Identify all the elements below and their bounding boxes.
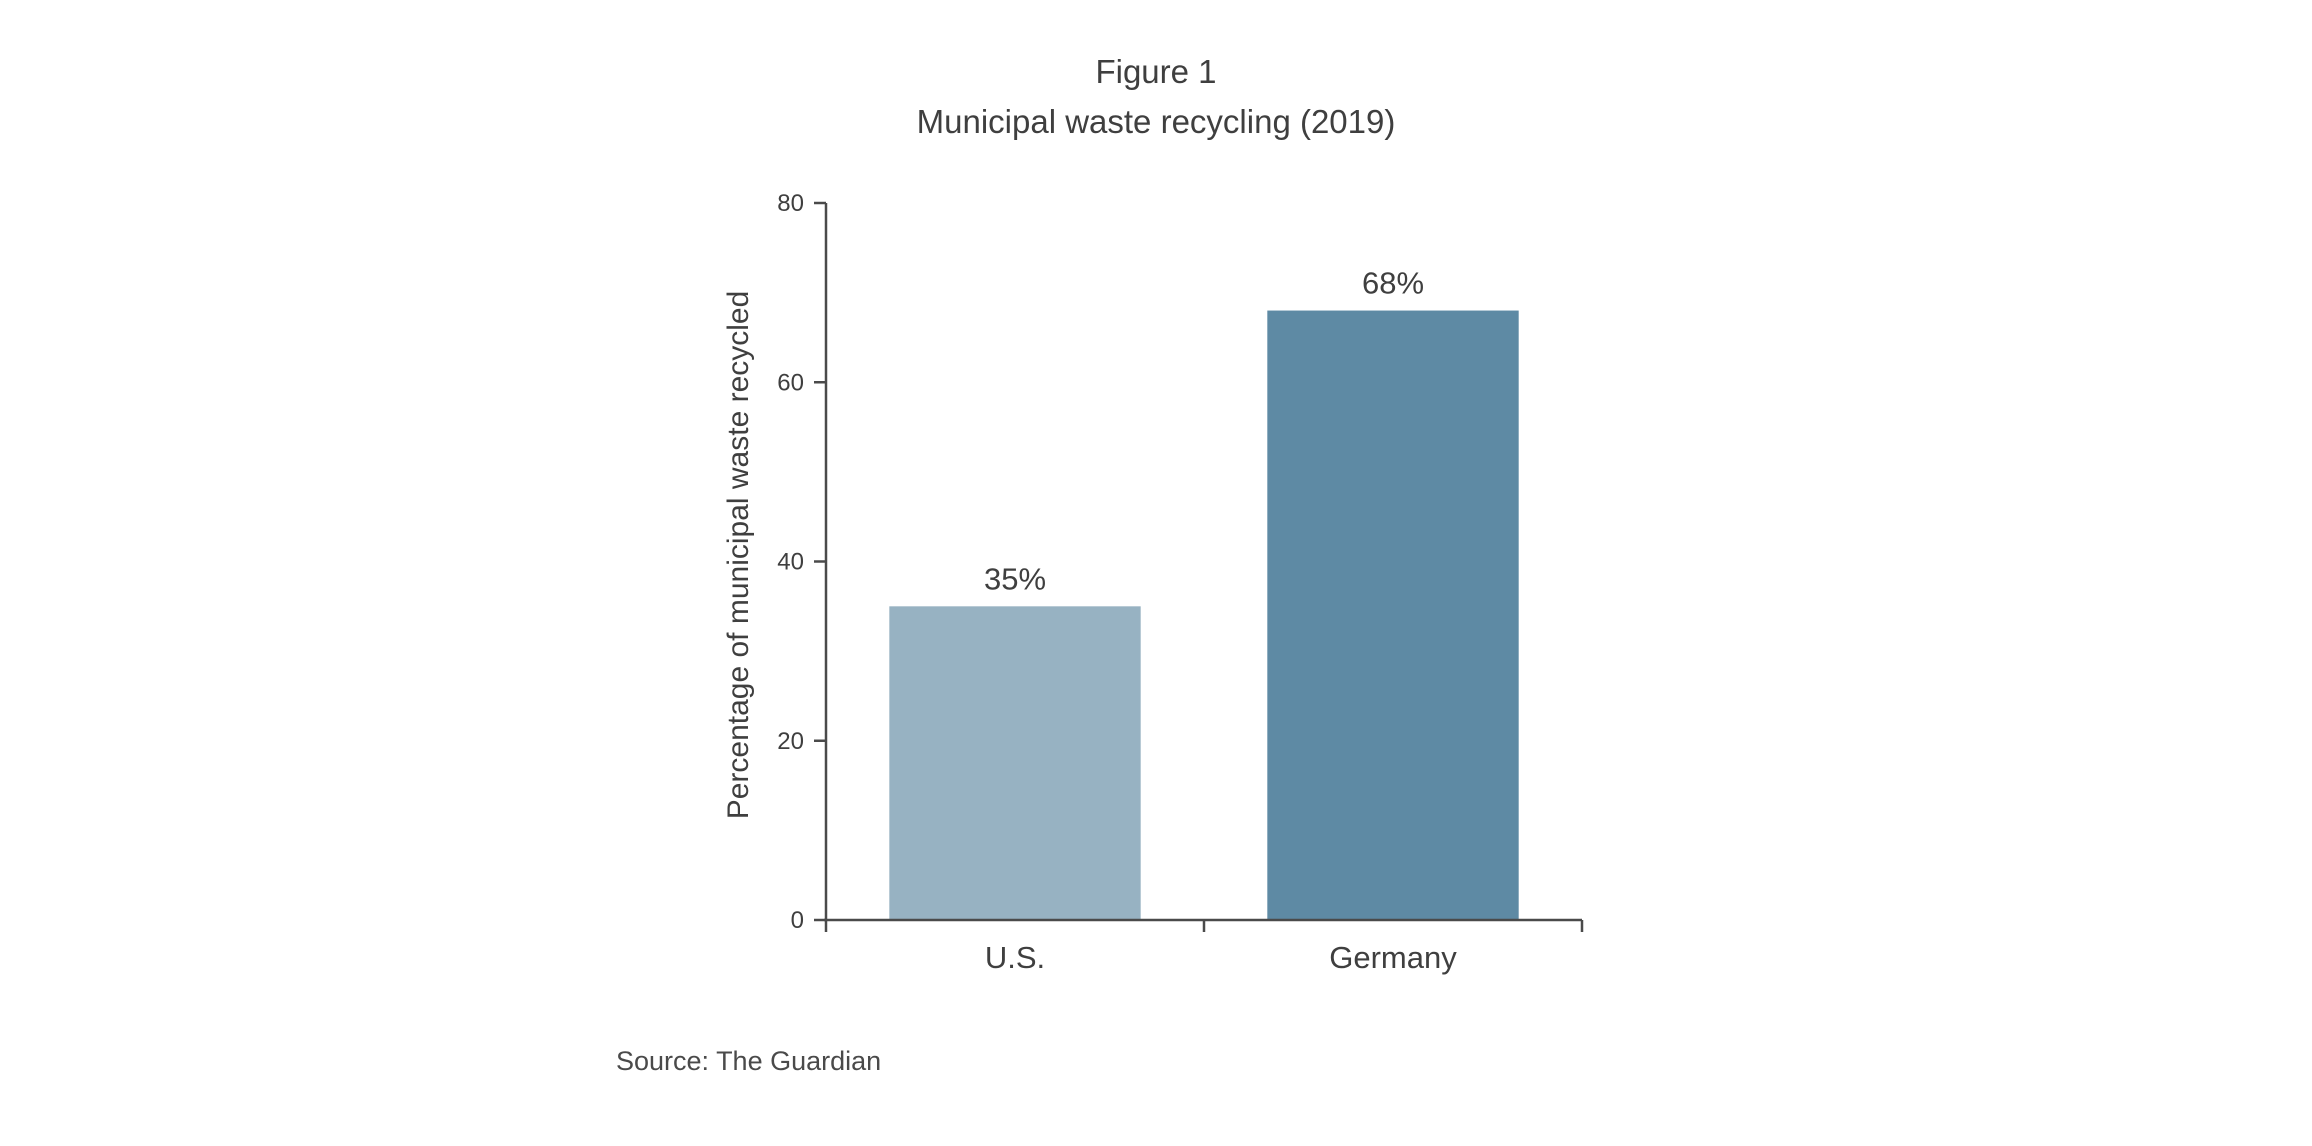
y-tick-label: 0 <box>791 907 804 934</box>
labels-layer: 35% U.S. 68% Germany 0 20 40 60 80 <box>777 190 1457 975</box>
axes-layer <box>814 201 1584 932</box>
bar-0 <box>889 606 1141 920</box>
bar-value-label: 35% <box>984 561 1046 596</box>
bar-1 <box>1267 310 1519 920</box>
y-tick-label: 20 <box>777 728 804 755</box>
y-axis-title: Percentage of municipal waste recycled <box>722 291 755 820</box>
bar-value-label: 68% <box>1362 266 1424 301</box>
x-tick-label: U.S. <box>985 940 1045 975</box>
y-tick-label: 80 <box>777 190 804 217</box>
figure-label: Figure 1 <box>1095 53 1216 90</box>
source-note: Source: The Guardian <box>616 1046 882 1076</box>
bars-layer <box>889 310 1519 920</box>
y-tick-label: 60 <box>777 369 804 396</box>
x-tick-label: Germany <box>1329 940 1457 975</box>
chart-title: Municipal waste recycling (2019) <box>917 103 1396 140</box>
y-tick-label: 40 <box>777 549 804 576</box>
